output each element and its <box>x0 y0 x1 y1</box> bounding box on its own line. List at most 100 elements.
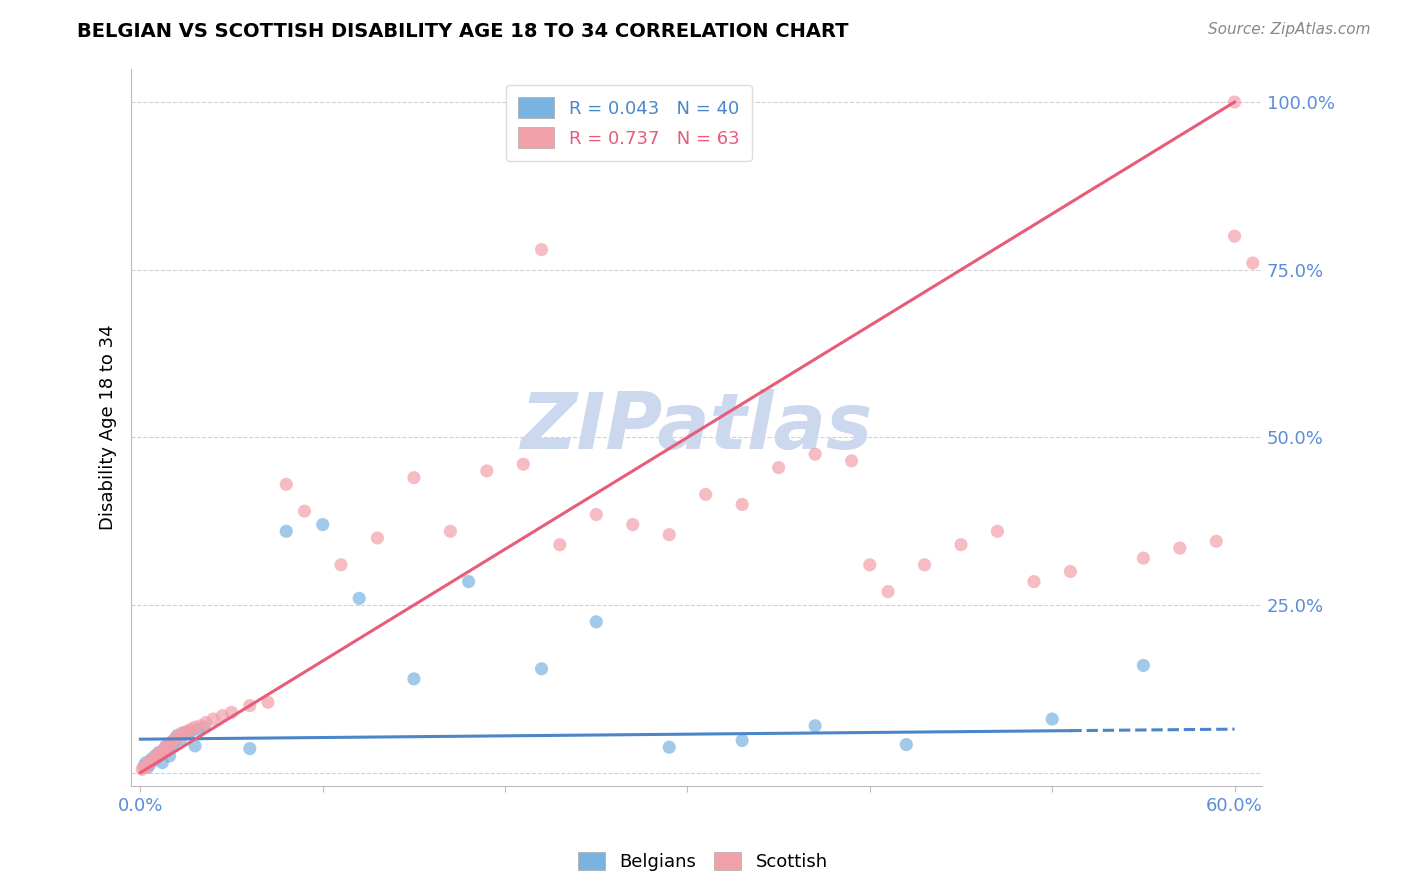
Point <box>146 748 169 763</box>
Point <box>439 524 461 539</box>
Point <box>148 746 170 760</box>
Point <box>276 477 298 491</box>
Legend: Belgians, Scottish: Belgians, Scottish <box>571 845 835 879</box>
Point <box>159 738 181 752</box>
Point <box>169 727 191 741</box>
Point <box>621 517 644 532</box>
Point <box>202 712 225 726</box>
Point <box>221 706 243 720</box>
Point <box>138 757 160 772</box>
Point <box>457 574 479 589</box>
Point <box>184 720 207 734</box>
Point <box>804 719 827 733</box>
Point <box>841 454 863 468</box>
Point <box>896 738 918 752</box>
Point <box>402 470 425 484</box>
Point <box>166 731 188 745</box>
Point <box>135 756 157 770</box>
Point <box>877 584 900 599</box>
Point <box>986 524 1008 539</box>
Legend: R = 0.043   N = 40, R = 0.737   N = 63: R = 0.043 N = 40, R = 0.737 N = 63 <box>506 85 752 161</box>
Point <box>366 531 388 545</box>
Point <box>162 733 184 747</box>
Point <box>1223 229 1246 244</box>
Point <box>548 538 571 552</box>
Point <box>163 733 186 747</box>
Point <box>160 735 183 749</box>
Point <box>190 719 212 733</box>
Point <box>1040 712 1063 726</box>
Point <box>141 754 163 768</box>
Point <box>163 732 186 747</box>
Point <box>177 727 200 741</box>
Point <box>804 447 827 461</box>
Text: Source: ZipAtlas.com: Source: ZipAtlas.com <box>1208 22 1371 37</box>
Point <box>330 558 353 572</box>
Point <box>1205 534 1227 549</box>
Point <box>187 722 209 736</box>
Point <box>347 591 370 606</box>
Point <box>530 662 553 676</box>
Point <box>180 722 202 736</box>
Text: BELGIAN VS SCOTTISH DISABILITY AGE 18 TO 34 CORRELATION CHART: BELGIAN VS SCOTTISH DISABILITY AGE 18 TO… <box>77 22 849 41</box>
Point <box>138 756 160 770</box>
Point <box>160 735 183 749</box>
Point <box>156 739 179 753</box>
Point <box>1059 565 1081 579</box>
Point <box>150 744 173 758</box>
Point <box>294 504 316 518</box>
Point <box>695 487 717 501</box>
Point <box>193 720 215 734</box>
Point <box>135 759 157 773</box>
Text: ZIPatlas: ZIPatlas <box>520 389 873 466</box>
Point <box>177 724 200 739</box>
Point <box>155 739 177 753</box>
Point <box>148 747 170 761</box>
Point <box>155 740 177 755</box>
Point <box>153 742 176 756</box>
Point <box>180 724 202 739</box>
Point <box>131 763 153 777</box>
Point <box>239 698 262 713</box>
Point <box>731 498 754 512</box>
Point <box>142 752 165 766</box>
Point <box>276 524 298 539</box>
Point <box>132 759 155 773</box>
Point <box>530 243 553 257</box>
Point <box>1168 541 1191 555</box>
Point <box>949 538 972 552</box>
Point <box>173 725 195 739</box>
Point <box>239 741 262 756</box>
Point <box>257 695 280 709</box>
Point <box>143 751 166 765</box>
Point <box>162 738 184 752</box>
Point <box>149 747 172 761</box>
Point <box>184 739 207 753</box>
Point <box>159 748 181 763</box>
Point <box>169 732 191 747</box>
Point <box>146 751 169 765</box>
Point <box>150 756 173 770</box>
Point <box>136 760 159 774</box>
Point <box>768 460 790 475</box>
Point <box>211 708 233 723</box>
Point <box>132 760 155 774</box>
Point <box>142 754 165 768</box>
Point <box>136 757 159 772</box>
Point <box>166 729 188 743</box>
Point <box>585 615 607 629</box>
Y-axis label: Disability Age 18 to 34: Disability Age 18 to 34 <box>100 325 117 530</box>
Point <box>914 558 936 572</box>
Point <box>153 742 176 756</box>
Point <box>156 740 179 755</box>
Point <box>731 733 754 747</box>
Point <box>1132 551 1154 566</box>
Point <box>143 748 166 763</box>
Point <box>1022 574 1045 589</box>
Point <box>195 715 218 730</box>
Point <box>658 527 681 541</box>
Point <box>585 508 607 522</box>
Point <box>149 746 172 760</box>
Point <box>512 457 534 471</box>
Point <box>658 740 681 755</box>
